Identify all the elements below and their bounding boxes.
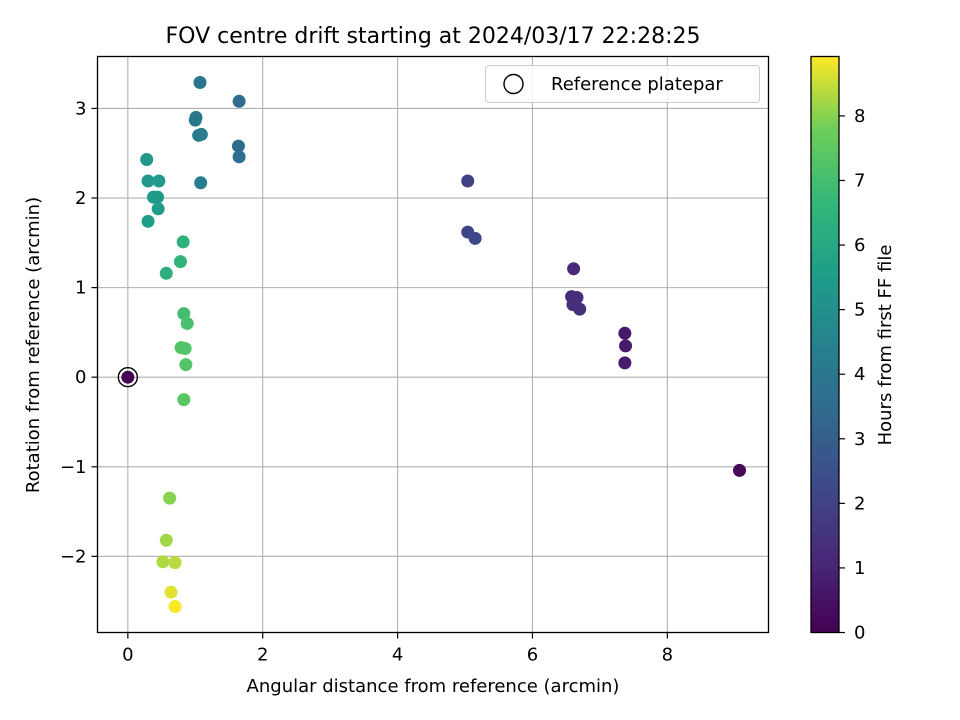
colorbar-tick-label: 3 bbox=[854, 429, 865, 450]
data-point bbox=[179, 358, 193, 372]
data-point bbox=[567, 262, 581, 276]
data-point bbox=[177, 307, 191, 321]
data-point bbox=[176, 235, 190, 249]
data-point bbox=[168, 556, 182, 570]
y-axis-label: Rotation from reference (arcmin) bbox=[23, 197, 44, 493]
data-point bbox=[173, 255, 187, 269]
data-point bbox=[193, 75, 207, 89]
data-point bbox=[159, 266, 173, 280]
colorbar-tick-label: 6 bbox=[854, 235, 865, 256]
y-axis-ticks: −2 −1 0 1 2 3 bbox=[60, 98, 98, 567]
x-tick-label: 6 bbox=[527, 645, 538, 666]
reference-marker bbox=[117, 366, 139, 388]
data-point bbox=[178, 342, 192, 356]
data-point bbox=[194, 176, 208, 190]
y-tick-label: 0 bbox=[75, 367, 86, 388]
data-point bbox=[180, 316, 194, 330]
y-tick-label: −1 bbox=[60, 457, 87, 478]
y-tick-label: 3 bbox=[75, 98, 86, 119]
colorbar-tick-label: 0 bbox=[854, 623, 865, 644]
y-tick-label: −2 bbox=[60, 546, 87, 567]
data-point bbox=[141, 174, 155, 188]
colorbar-tick-label: 7 bbox=[854, 170, 865, 191]
y-tick-label: 2 bbox=[75, 188, 86, 209]
colorbar-tick-label: 1 bbox=[854, 558, 865, 579]
data-point bbox=[232, 150, 246, 164]
data-point bbox=[168, 600, 182, 614]
chart-title: FOV centre drift starting at 2024/03/17 … bbox=[166, 24, 701, 49]
plot-frame bbox=[96, 55, 770, 634]
data-point bbox=[733, 463, 747, 477]
x-tick-label: 4 bbox=[392, 645, 403, 666]
data-point bbox=[140, 153, 154, 167]
colorbar-label: Hours from first FF file bbox=[875, 245, 896, 446]
data-point bbox=[618, 356, 632, 370]
y-tick-label: 1 bbox=[75, 278, 86, 299]
data-point bbox=[151, 190, 165, 204]
data-point bbox=[156, 555, 170, 569]
data-point bbox=[163, 491, 177, 505]
legend: Reference platepar bbox=[485, 65, 760, 103]
data-point bbox=[177, 393, 191, 407]
data-point bbox=[468, 231, 482, 245]
data-point bbox=[121, 370, 135, 384]
data-point bbox=[232, 94, 246, 108]
data-point bbox=[164, 585, 178, 599]
grid-lines bbox=[97, 56, 769, 633]
x-axis-ticks: 0 2 4 6 8 bbox=[122, 632, 673, 666]
x-tick-label: 0 bbox=[122, 645, 133, 666]
data-point bbox=[188, 113, 202, 127]
colorbar bbox=[810, 55, 840, 634]
data-point bbox=[194, 127, 208, 141]
data-point bbox=[461, 174, 475, 188]
data-point bbox=[141, 214, 155, 228]
data-points bbox=[121, 75, 747, 614]
colorbar-tick-label: 2 bbox=[854, 493, 865, 514]
legend-label-reference: Reference platepar bbox=[551, 74, 723, 95]
data-point bbox=[619, 339, 633, 353]
colorbar-tick-label: 5 bbox=[854, 300, 865, 321]
legend-marker-reference bbox=[503, 73, 524, 95]
data-point bbox=[231, 139, 245, 153]
legend-box bbox=[485, 65, 760, 103]
colorbar-tick-label: 8 bbox=[854, 106, 865, 127]
x-tick-label: 2 bbox=[257, 645, 268, 666]
x-axis-label: Angular distance from reference (arcmin) bbox=[247, 676, 620, 697]
x-tick-label: 8 bbox=[662, 645, 673, 666]
data-point bbox=[618, 326, 632, 340]
colorbar-tick-label: 4 bbox=[854, 364, 865, 385]
data-point bbox=[151, 202, 165, 216]
data-point bbox=[152, 174, 166, 188]
data-point bbox=[159, 533, 173, 547]
data-point bbox=[573, 302, 587, 316]
reference-platepar-marker bbox=[117, 366, 139, 388]
colorbar-ticks: 0 1 2 3 4 5 6 7 8 bbox=[839, 106, 865, 644]
